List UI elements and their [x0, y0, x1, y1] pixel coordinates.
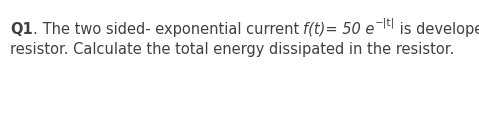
- Text: .: .: [33, 22, 37, 37]
- Text: Q1: Q1: [10, 22, 33, 37]
- Text: resistor. Calculate the total energy dissipated in the resistor.: resistor. Calculate the total energy dis…: [10, 42, 454, 57]
- Text: f(t)= 50 e: f(t)= 50 e: [303, 22, 375, 37]
- Text: −|t|: −|t|: [375, 17, 395, 27]
- Text: is developed a cross a: is developed a cross a: [395, 22, 479, 37]
- Text: The two sided- exponential current: The two sided- exponential current: [37, 22, 303, 37]
